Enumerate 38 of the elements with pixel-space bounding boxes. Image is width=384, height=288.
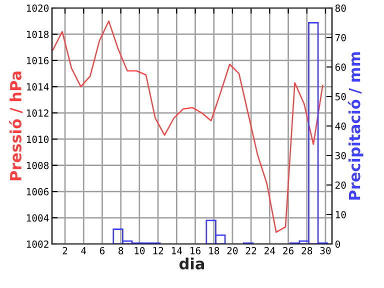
y2-tick-label: 60: [335, 64, 346, 71]
y-tick-label: 1014: [26, 83, 49, 91]
x-tick-label: 8: [118, 247, 124, 254]
x-tick-label: 28: [302, 247, 312, 254]
y-tick-label: 1020: [26, 4, 49, 12]
x-axis-title: dia: [179, 258, 204, 270]
y-tick-label: 1002: [26, 240, 48, 248]
x-tick-label: 6: [100, 247, 105, 254]
x-tick-label: 22: [246, 247, 256, 254]
y-axis-title: Pressió / hPa: [9, 72, 23, 180]
y-tick-label: 1006: [26, 188, 49, 196]
y-tick-label: 1010: [26, 136, 49, 143]
x-tick-label: 26: [283, 247, 294, 254]
x-tick-label: 12: [153, 247, 164, 254]
y-tick-label: 1008: [26, 162, 49, 170]
x-tick-label: 30: [320, 247, 331, 254]
y-tick-label: 1016: [26, 56, 49, 64]
y2-tick-label: 20: [336, 182, 346, 189]
y2-axis-title: Precipitació / mm: [348, 52, 364, 200]
y2-tick-label: 80: [335, 4, 346, 12]
x-tick-label: 14: [172, 247, 182, 254]
y2-tick-label: 0: [335, 240, 340, 248]
x-tick-label: 2: [62, 247, 68, 254]
x-tick-label: 16: [190, 247, 200, 254]
x-tick-label: 4: [81, 247, 86, 254]
y-tick-label: 1004: [26, 214, 49, 222]
y2-tick-label: 40: [335, 122, 346, 130]
y-tick-label: 1018: [26, 30, 49, 38]
y2-tick-label: 10: [336, 211, 346, 218]
y-tick-label: 1012: [26, 109, 48, 117]
x-tick-label: 24: [264, 247, 276, 254]
x-tick-label: 20: [227, 247, 238, 254]
x-tick-label: 10: [134, 247, 145, 254]
y2-tick-label: 70: [335, 34, 346, 42]
x-tick-label: 18: [209, 247, 220, 254]
line-series: [52, 20, 324, 233]
y2-tick-label: 30: [335, 152, 346, 160]
y2-tick-label: 50: [335, 93, 346, 100]
